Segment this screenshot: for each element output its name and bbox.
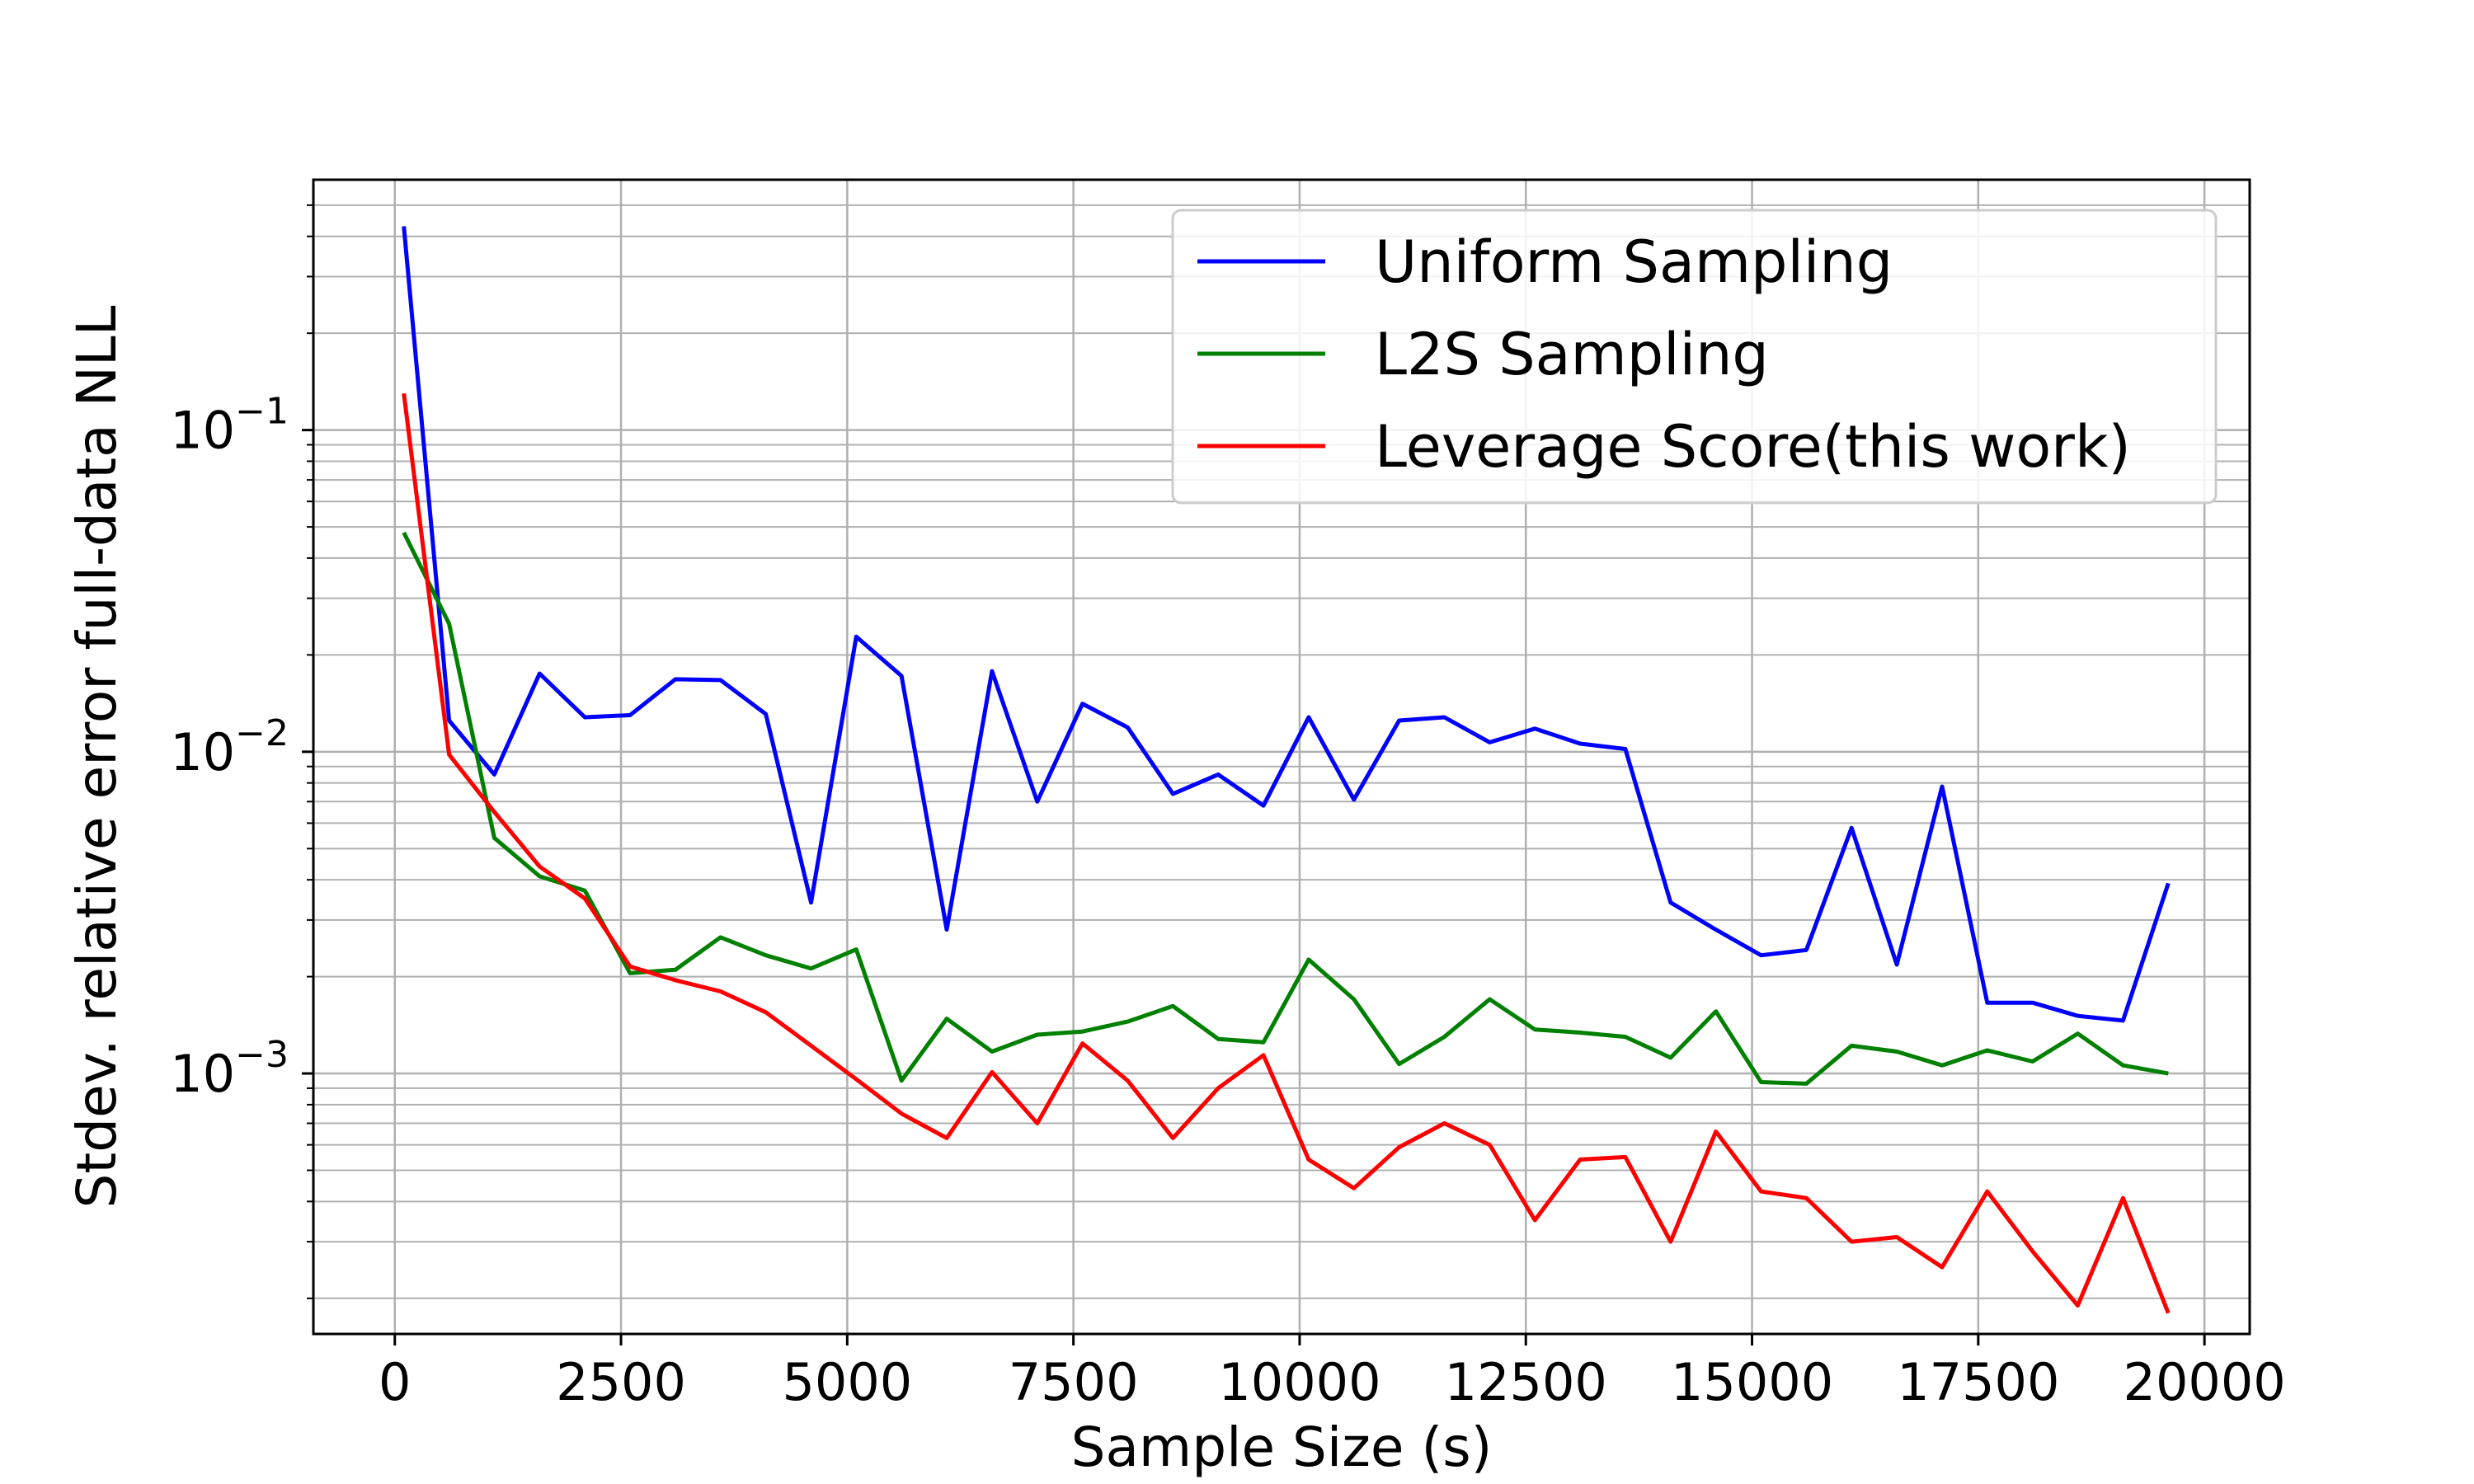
series-layer	[402, 226, 2171, 1314]
x-tick-label: 5000	[782, 1352, 912, 1412]
legend-label: Uniform Sampling	[1375, 228, 1893, 296]
y-tick-label: 10−1	[170, 391, 289, 461]
y-axis-label: Stdev. relative error full-data NLL	[65, 305, 129, 1208]
plot-frame	[312, 178, 2251, 1336]
x-tick-label: 0	[379, 1352, 411, 1412]
series-line-leverage-score-this-work	[402, 392, 2171, 1314]
x-tick-label: 17500	[1897, 1352, 2059, 1412]
x-tick-label: 15000	[1671, 1352, 1833, 1412]
y-tick-base: 10	[170, 722, 235, 782]
legend-label: Leverage Score(this work)	[1375, 413, 2131, 481]
legend: Uniform Sampling L2S Sampling Leverage Sco…	[1171, 209, 2218, 505]
y-tick-exponent: −3	[235, 1034, 289, 1076]
ticks: 0 2500 5000 7500 10000 12500 15000 17500 20000 10…	[170, 204, 2286, 1412]
legend-box	[1171, 209, 2218, 505]
y-tick-label: 10−2	[170, 712, 289, 782]
x-tick-label: 12500	[1445, 1352, 1607, 1412]
y-tick-label: 10−3	[170, 1034, 289, 1104]
x-tick-label: 10000	[1218, 1352, 1380, 1412]
x-axis-label: Sample Size (s)	[1071, 1416, 1493, 1479]
x-tick-label: 20000	[2124, 1352, 2286, 1412]
y-tick-base: 10	[170, 401, 235, 461]
y-tick-exponent: −1	[235, 391, 289, 433]
series-line-uniform-sampling	[402, 226, 2171, 1023]
x-tick-label: 7500	[1009, 1352, 1139, 1412]
y-tick-base: 10	[170, 1044, 235, 1104]
x-tick-label: 2500	[556, 1352, 686, 1412]
series-line-l2s-sampling	[402, 531, 2169, 1086]
y-tick-exponent: −2	[235, 712, 289, 754]
legend-label: L2S Sampling	[1375, 321, 1769, 388]
